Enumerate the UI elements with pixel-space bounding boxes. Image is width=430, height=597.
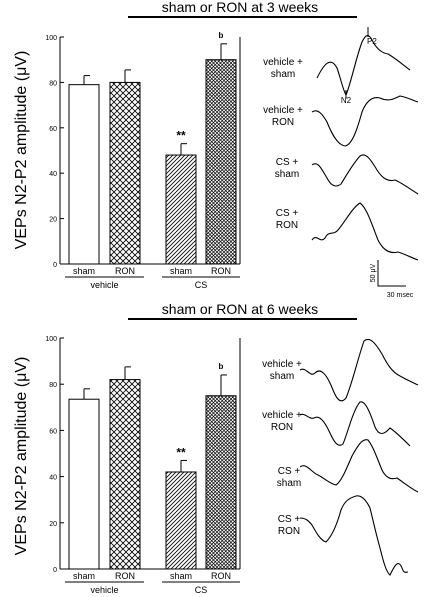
waveform-vehicle-sham xyxy=(299,338,419,402)
bar-CS-RON xyxy=(205,59,237,265)
y-axis-label: VEPs N2-P2 amplitude (μV) xyxy=(13,357,30,556)
significance-marker: ** xyxy=(176,445,186,459)
panel-title: sham or RON at 3 weeks xyxy=(162,0,318,15)
group-label-cs: CS xyxy=(195,585,208,595)
significance-letter: b xyxy=(219,362,224,371)
waveform-label: CS + sham xyxy=(275,157,299,180)
y-tick-label: 100 xyxy=(45,336,57,343)
bar-CS-sham xyxy=(165,471,197,570)
category-label: RON xyxy=(115,571,135,581)
y-tick-label: 60 xyxy=(49,428,57,435)
waveform-vehicle-ron xyxy=(311,95,419,147)
waveform-label: vehicle + RON xyxy=(262,410,302,433)
y-tick-label: 20 xyxy=(49,217,57,224)
bar-plot: 0 20 40 60 80 100 sham RON ** sham b RON vehicle CS ve… xyxy=(45,336,302,595)
bar-vehicle-sham xyxy=(68,398,100,570)
panel-6-weeks: sham or RON at 6 weeks VEPs N2-P2 amplit… xyxy=(13,301,419,595)
peak-label-n2: N2 xyxy=(341,96,352,105)
y-tick-label: 80 xyxy=(49,80,57,87)
waveform-cs-sham xyxy=(299,439,419,493)
category-label: sham xyxy=(170,266,192,276)
bar-CS-RON xyxy=(205,395,237,570)
significance-marker: ** xyxy=(176,129,186,143)
y-tick-label: 60 xyxy=(49,126,57,133)
bar-vehicle-RON xyxy=(109,379,141,570)
y-tick-label: 100 xyxy=(45,35,57,42)
scale-bar-amplitude: 50 μV xyxy=(370,263,377,282)
panel-3-weeks: sham or RON at 3 weeks VEPs N2-P2 amplit… xyxy=(13,0,419,299)
significance-letter: b xyxy=(219,31,224,40)
waveform-label: vehicle + sham xyxy=(263,57,303,80)
scale-bar: 50 μV 30 msec xyxy=(370,260,414,299)
category-label: sham xyxy=(73,266,95,276)
y-tick-label: 20 xyxy=(49,521,57,528)
waveform-label: vehicle + sham xyxy=(262,359,302,382)
group-label-vehicle: vehicle xyxy=(90,280,118,290)
bar-CS-sham xyxy=(165,154,197,265)
bar-plot: 0 20 40 60 80 100 sham RON ** sham b RON vehicle CS ve… xyxy=(45,31,303,290)
waveform-vehicle-ron xyxy=(299,401,411,447)
waveform-cs-ron xyxy=(299,495,409,576)
bar-vehicle-sham xyxy=(68,84,100,265)
waveform-label: vehicle + RON xyxy=(263,105,303,128)
waveform-cs-sham xyxy=(311,154,419,195)
category-label: sham xyxy=(170,571,192,581)
category-label: sham xyxy=(73,571,95,581)
waveform-cs-ron xyxy=(311,202,419,261)
y-tick-label: 40 xyxy=(49,475,57,482)
waveform-traces xyxy=(299,338,419,576)
peak-label-p2: P2 xyxy=(367,37,377,46)
waveform-traces: N2 P2 xyxy=(311,27,419,261)
waveform-label: CS + RON xyxy=(278,514,301,537)
category-label: RON xyxy=(211,266,231,276)
panel-title: sham or RON at 6 weeks xyxy=(162,301,318,317)
waveform-label: CS + RON xyxy=(276,208,299,231)
waveform-label: CS + sham xyxy=(277,466,301,489)
bar-vehicle-RON xyxy=(109,81,141,265)
category-label: RON xyxy=(115,266,135,276)
category-label: RON xyxy=(211,571,231,581)
y-axis-label: VEPs N2-P2 amplitude (μV) xyxy=(13,51,30,250)
group-label-vehicle: vehicle xyxy=(90,585,118,595)
y-tick-label: 0 xyxy=(53,567,57,574)
y-tick-label: 80 xyxy=(49,382,57,389)
y-tick-label: 40 xyxy=(49,171,57,178)
scale-bar-time: 30 msec xyxy=(387,292,414,299)
y-tick-label: 0 xyxy=(53,262,57,269)
waveform-vehicle-sham xyxy=(316,34,411,97)
group-label-cs: CS xyxy=(195,280,208,290)
